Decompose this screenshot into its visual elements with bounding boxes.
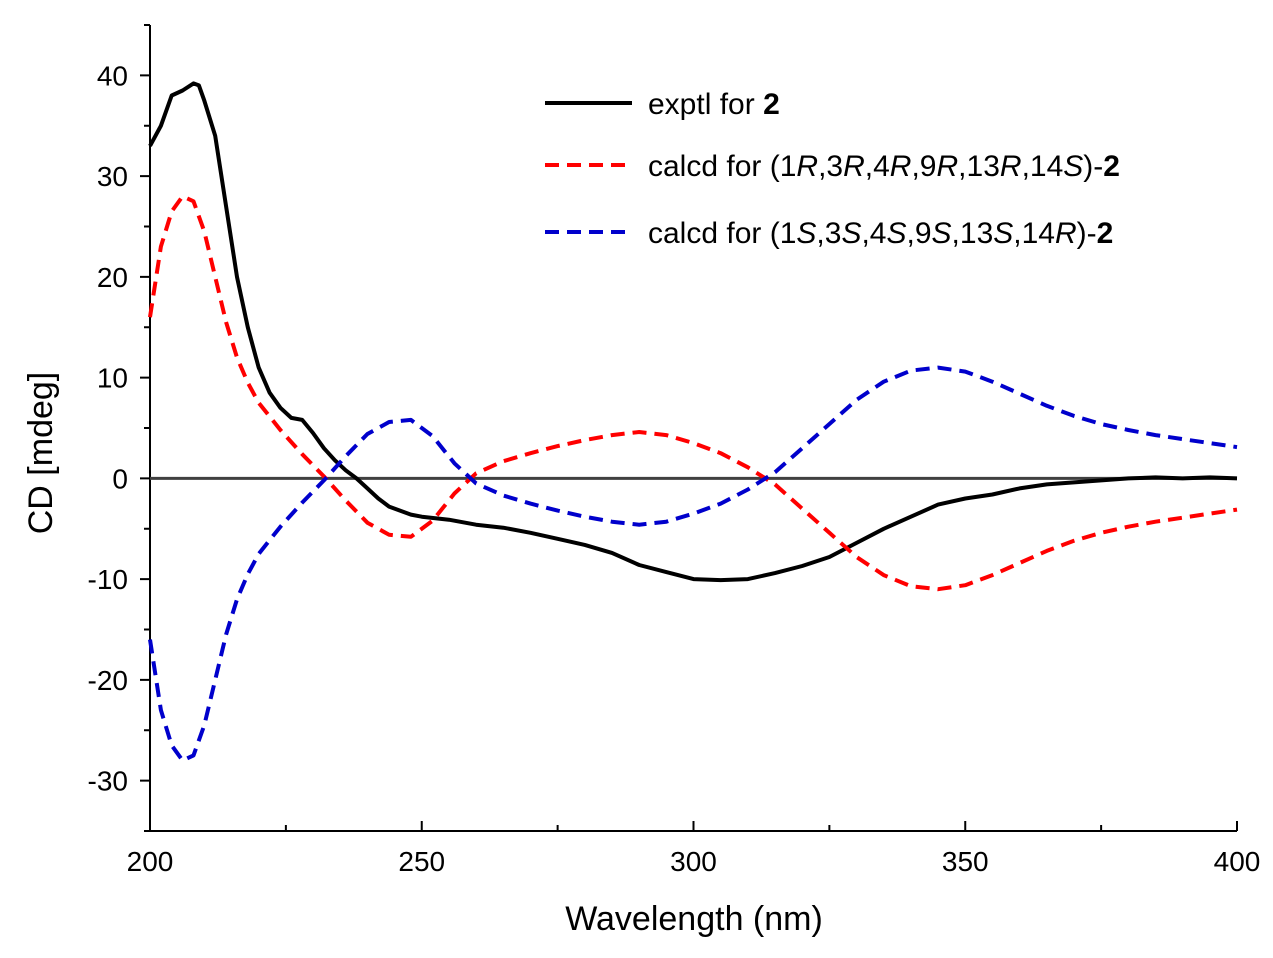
- series-lines: [148, 81, 1238, 763]
- y-tick-label: -30: [88, 766, 128, 797]
- series-line-2: [148, 365, 1238, 763]
- x-tick-label: 300: [670, 846, 717, 877]
- x-tick-label: 250: [398, 846, 445, 877]
- y-tick-label: 30: [97, 161, 128, 192]
- y-tick-label: 20: [97, 262, 128, 293]
- legend: exptl for 2 calcd for (1R,3R,4R,9R,13R,14…: [545, 88, 1120, 250]
- y-tick-label: 0: [112, 463, 128, 494]
- x-axis-title: Wavelength (nm): [565, 900, 823, 938]
- y-tick-label: 40: [97, 60, 128, 91]
- legend-label-2: calcd for (1S,3S,4S,9S,13S,14R)-2: [648, 217, 1113, 250]
- legend-label-1: calcd for (1R,3R,4R,9R,13R,14S)-2: [648, 150, 1120, 183]
- x-tick-label: 350: [942, 846, 989, 877]
- y-tick-label: 10: [97, 363, 128, 394]
- x-tick-label: 400: [1214, 846, 1261, 877]
- x-tick-label: 200: [127, 846, 174, 877]
- axes: 200 250 300 350 400 -30 -20 -10 0 10 20 30 40: [88, 24, 1261, 877]
- series-line-0: [148, 81, 1238, 583]
- legend-label-0: exptl for 2: [648, 88, 780, 121]
- y-tick-label: -20: [88, 665, 128, 696]
- y-axis-title: CD [mdeg]: [22, 372, 60, 535]
- series-line-1: [148, 194, 1238, 592]
- y-tick-label: -10: [88, 564, 128, 595]
